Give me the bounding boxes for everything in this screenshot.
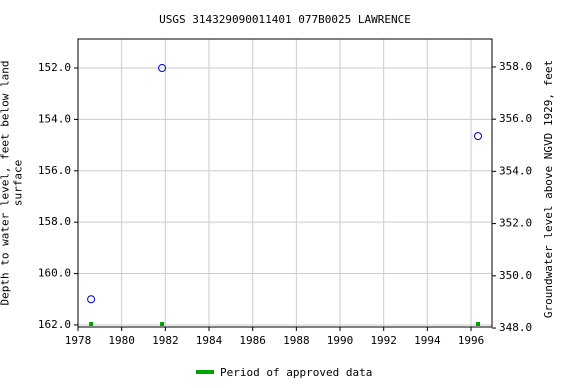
y-tick-label: 152.0 <box>38 61 71 74</box>
x-tick-label: 1990 <box>327 334 354 347</box>
x-tick-label: 1980 <box>108 334 135 347</box>
plot-frame <box>77 38 493 328</box>
approved-period <box>89 322 94 326</box>
approved-period <box>476 322 481 326</box>
y-axis-title: Depth to water level, feet below landsur… <box>0 60 25 305</box>
y2-tick-label: 358.0 <box>499 60 532 73</box>
y-tick-label: 162.0 <box>38 318 71 331</box>
y-tick-label: 158.0 <box>38 215 71 228</box>
x-tick-label: 1994 <box>414 334 441 347</box>
legend-label: Period of approved data <box>220 366 372 379</box>
x-tick-label: 1992 <box>370 334 397 347</box>
data-point <box>87 295 96 304</box>
data-point <box>474 132 483 141</box>
y2-tick-label: 350.0 <box>499 269 532 282</box>
x-tick-label: 1986 <box>239 334 266 347</box>
y2-tick-label: 356.0 <box>499 112 532 125</box>
y2-tick-label: 348.0 <box>499 321 532 334</box>
y-tick-label: 160.0 <box>38 267 71 280</box>
y2-tick-label: 354.0 <box>499 164 532 177</box>
y-axis-title-line: Depth to water level, feet below land <box>0 60 11 305</box>
chart-title: USGS 314329090011401 077B0025 LAWRENCE <box>159 13 411 26</box>
y-axis-title-line: surface <box>12 160 25 206</box>
y-tick-label: 156.0 <box>38 164 71 177</box>
y2-tick-label: 352.0 <box>499 217 532 230</box>
x-tick-label: 1984 <box>196 334 223 347</box>
y-tick-label: 154.0 <box>38 112 71 125</box>
x-tick-label: 1988 <box>283 334 310 347</box>
approved-period <box>160 322 165 326</box>
data-point <box>158 64 167 73</box>
x-tick-label: 1996 <box>458 334 485 347</box>
x-tick-label: 1982 <box>152 334 179 347</box>
y2-axis-title: Groundwater level above NGVD 1929, feet <box>542 60 555 318</box>
x-tick-label: 1978 <box>65 334 92 347</box>
